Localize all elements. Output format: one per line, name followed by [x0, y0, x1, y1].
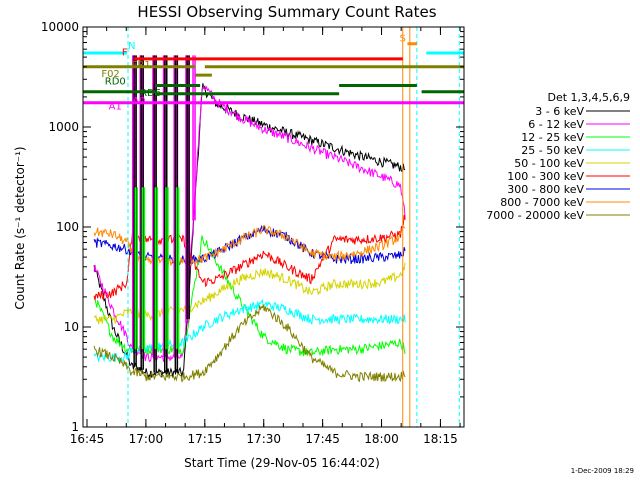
series-3	[93, 298, 406, 363]
x-tick-label: 17:30	[246, 432, 281, 446]
axes: 16:45 17:00 17:15 17:30 17:45 18:00 18:15 1 10 10…	[41, 20, 464, 446]
flag-label: F	[122, 47, 128, 58]
series-line	[93, 298, 406, 363]
x-tick-label: 18:00	[364, 432, 399, 446]
series-4	[93, 262, 406, 325]
x-tick-label: 17:45	[305, 432, 340, 446]
flag-label: RD0	[105, 77, 126, 88]
y-tick-label: 1000	[48, 120, 79, 134]
x-tick-label: 17:15	[188, 432, 223, 446]
legend-label: 50 - 100 keV	[514, 157, 584, 170]
y-tick-label: 10	[64, 320, 79, 334]
series-0	[93, 83, 406, 380]
series-line	[93, 83, 406, 380]
series-5	[93, 214, 406, 301]
flag-label: A0	[132, 96, 145, 107]
series-6	[93, 224, 406, 266]
y-axis-label: Count Rate (s⁻¹ detector⁻¹)	[13, 146, 27, 309]
series-1	[93, 85, 406, 363]
flag-label: FR1	[132, 60, 151, 71]
series-line	[93, 304, 406, 383]
flag-label: N	[128, 41, 135, 52]
x-tick-label: 17:00	[129, 432, 164, 446]
plot-layer	[83, 27, 464, 427]
flag-label: S	[400, 33, 406, 44]
series-8	[93, 304, 406, 383]
series-line	[93, 224, 406, 266]
series-7	[93, 224, 406, 267]
legend-label: 800 - 7000 keV	[500, 196, 584, 209]
footer-timestamp: 1-Dec-2009 18:29	[571, 467, 634, 475]
x-tick-label: 16:45	[70, 432, 105, 446]
legend-title: Det 1,3,4,5,6,9	[547, 91, 630, 104]
y-tick-label: 10000	[41, 20, 79, 34]
y-tick-label: 1	[71, 420, 79, 434]
series-line	[93, 85, 406, 363]
chart-title: HESSI Observing Summary Count Rates	[137, 3, 436, 21]
series-line	[93, 262, 406, 325]
legend-label: 3 - 6 keV	[535, 105, 584, 118]
legend-label: 300 - 800 keV	[507, 183, 584, 196]
y-tick-label: 100	[56, 220, 79, 234]
flag-label: A1	[109, 101, 122, 112]
series-line	[93, 224, 406, 267]
x-tick-label: 18:15	[423, 432, 458, 446]
legend-label: 6 - 12 keV	[528, 118, 584, 131]
legend-label: 7000 - 20000 keV	[486, 209, 584, 222]
series-line	[93, 214, 406, 301]
flag-label: F02	[101, 69, 119, 80]
legend-label: 25 - 50 keV	[521, 144, 584, 157]
flag-label: RD6	[140, 88, 161, 99]
x-axis-label: Start Time (29-Nov-05 16:44:02)	[184, 456, 380, 470]
legend-label: 100 - 300 keV	[507, 170, 584, 183]
legend-label: 12 - 25 keV	[521, 131, 584, 144]
